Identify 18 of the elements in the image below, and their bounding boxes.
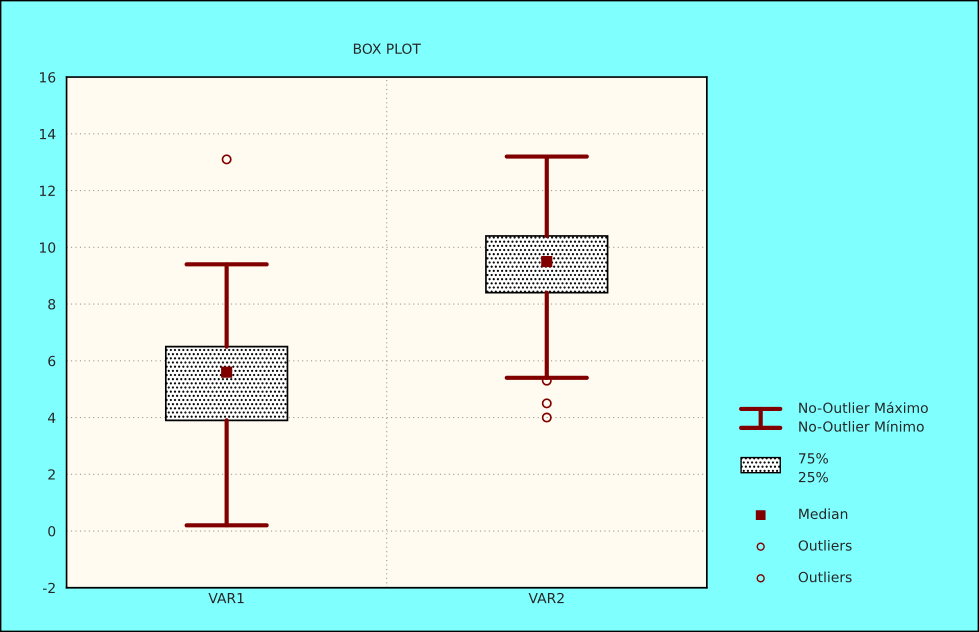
y-tick-label: 12 [40,186,55,196]
text: Median [799,508,848,520]
y-tick-label: 16 [40,72,56,83]
text: Outliers [798,572,852,582]
x-tick-label: VAR1 [208,593,244,604]
text: Outliers [798,540,852,551]
y-tick-label: 6 [48,356,56,366]
y-tick-label: 14 [40,128,56,140]
y-tick-label: 2 [48,469,55,480]
y-tick-label: 10 [40,242,56,253]
y-tick-label: 8 [48,299,56,310]
chart-title: BOX PLOT [354,43,421,54]
x-tick-label: VAR2 [528,592,564,604]
text: No-Outlier Máximo No-Outlier Mínimo [799,402,928,432]
y-tick-label: 4 [48,412,56,423]
y-tick-label: -2 [42,582,55,594]
text: 75% 25% [798,453,828,482]
y-tick-label: 0 [48,526,56,536]
